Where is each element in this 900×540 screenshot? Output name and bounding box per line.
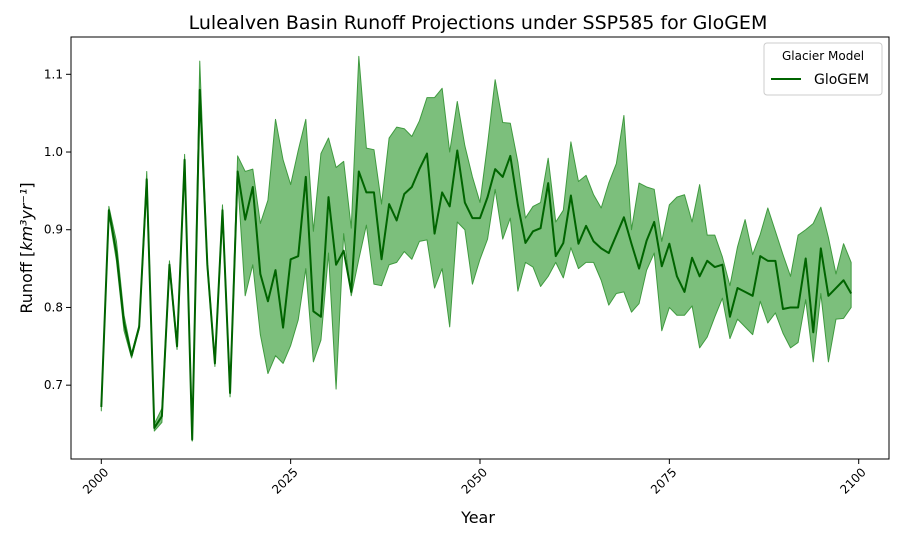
x-axis-title: Year [460,508,495,527]
plot-area [100,55,852,442]
y-tick-label: 1.0 [44,145,63,159]
legend-title: Glacier Model [782,49,864,63]
x-tick-label: 2025 [269,465,300,496]
uncertainty-band-glogem [100,55,852,442]
chart-title: Lulealven Basin Runoff Projections under… [189,12,768,34]
y-axis: 0.7 0.8 0.9 1.0 1.1 [44,67,71,392]
y-axis-title-main: Runoff [ [17,251,36,314]
legend: Glacier Model GloGEM [763,42,883,96]
x-axis: 2000 2025 2050 2075 2100 [80,459,869,497]
y-tick-label: 0.7 [44,378,63,392]
y-tick-label: 0.9 [44,223,63,237]
y-axis-title-units: km³yr⁻¹ [17,189,36,251]
y-tick-label: 0.8 [44,300,63,314]
y-tick-label: 1.1 [44,67,63,81]
legend-label-glogem: GloGEM [814,72,869,88]
x-tick-label: 2000 [80,465,111,496]
y-axis-title: Runoff [km³yr⁻¹] [17,182,36,313]
x-tick-label: 2050 [459,465,490,496]
x-tick-label: 2100 [837,465,868,496]
y-axis-title-end: ] [17,182,36,188]
legend-box [763,42,883,96]
series-line-glogem [100,88,852,441]
x-tick-label: 2075 [648,465,679,496]
